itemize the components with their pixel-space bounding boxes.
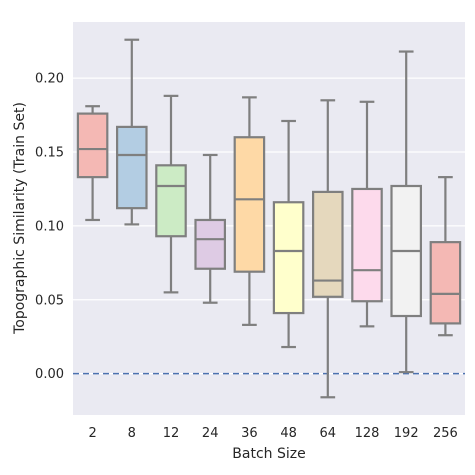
y-axis-label: Topographic Similarity (Train Set)	[12, 102, 28, 335]
box-iqr	[312, 190, 344, 298]
y-tick-label: 0.00	[35, 367, 64, 382]
box-64	[312, 99, 344, 399]
box-36	[233, 96, 266, 326]
box-iqr	[115, 125, 148, 210]
x-tick-label: 2	[88, 426, 96, 441]
boxes-group	[76, 38, 462, 399]
y-tick-label: 0.10	[35, 219, 64, 234]
x-tick-label: 256	[433, 426, 458, 441]
x-tick-label: 24	[202, 426, 219, 441]
x-tick-label: 36	[241, 426, 258, 441]
box-48	[272, 119, 305, 349]
box-12	[155, 94, 187, 294]
y-tick-label: 0.20	[35, 72, 64, 87]
x-axis-label: Batch Size	[232, 446, 305, 462]
box-128	[351, 100, 383, 328]
y-tick-label: 0.15	[35, 146, 64, 161]
y-tick-labels: 0.00 0.05 0.10 0.15 0.20	[35, 72, 64, 382]
x-tick-label: 8	[128, 426, 136, 441]
x-tick-label: 128	[355, 426, 380, 441]
box-iqr	[155, 164, 187, 238]
box-192	[390, 50, 422, 374]
box-iqr	[272, 201, 305, 315]
box-2	[76, 105, 109, 222]
box-iqr	[76, 112, 109, 179]
box-iqr	[351, 187, 383, 303]
box-iqr	[233, 136, 266, 273]
x-tick-labels: 2 8 12 24 36 48 64 128 192 256	[88, 426, 457, 441]
x-tick-label: 192	[394, 426, 419, 441]
x-tick-label: 48	[280, 426, 297, 441]
x-tick-label: 64	[320, 426, 337, 441]
box-iqr	[429, 241, 462, 325]
y-tick-label: 0.05	[35, 293, 64, 308]
box-24	[194, 153, 226, 304]
x-tick-label: 12	[163, 426, 180, 441]
box-256	[429, 176, 462, 337]
box-8	[115, 38, 148, 226]
box-iqr	[194, 218, 226, 270]
